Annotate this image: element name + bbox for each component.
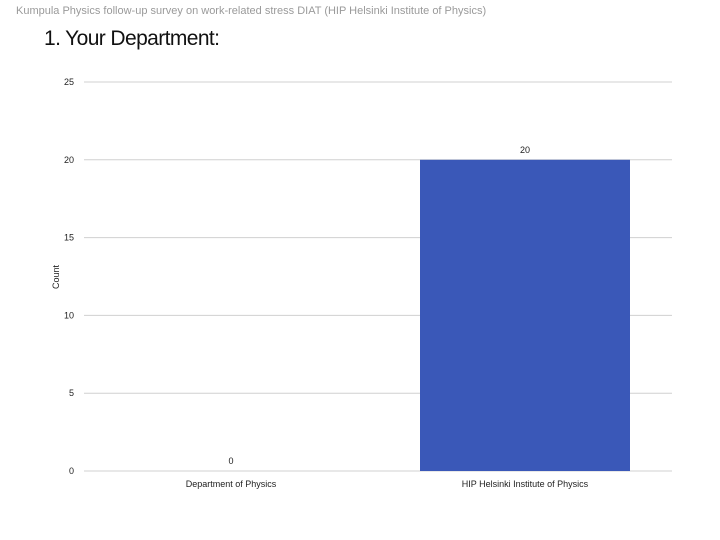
data-labels: 0 20 bbox=[228, 145, 530, 466]
data-label: 20 bbox=[520, 145, 530, 155]
y-tick-label: 5 bbox=[69, 388, 74, 398]
y-tick-label: 10 bbox=[64, 310, 74, 320]
y-tick-label: 15 bbox=[64, 233, 74, 243]
y-tick-label: 25 bbox=[64, 77, 74, 87]
x-axis-categories: Department of Physics HIP Helsinki Instit… bbox=[186, 479, 589, 489]
x-category-label: Department of Physics bbox=[186, 479, 277, 489]
x-category-label: HIP Helsinki Institute of Physics bbox=[462, 479, 589, 489]
bar bbox=[420, 159, 630, 472]
bars bbox=[420, 159, 630, 472]
y-axis-ticks: 0 5 10 15 20 25 bbox=[64, 77, 74, 476]
y-axis-label: Count bbox=[51, 265, 61, 290]
data-label: 0 bbox=[228, 456, 233, 466]
survey-title: Kumpula Physics follow-up survey on work… bbox=[16, 5, 487, 17]
question-title: 1. Your Department: bbox=[44, 27, 220, 50]
y-tick-label: 0 bbox=[69, 466, 74, 476]
y-tick-label: 20 bbox=[64, 155, 74, 165]
